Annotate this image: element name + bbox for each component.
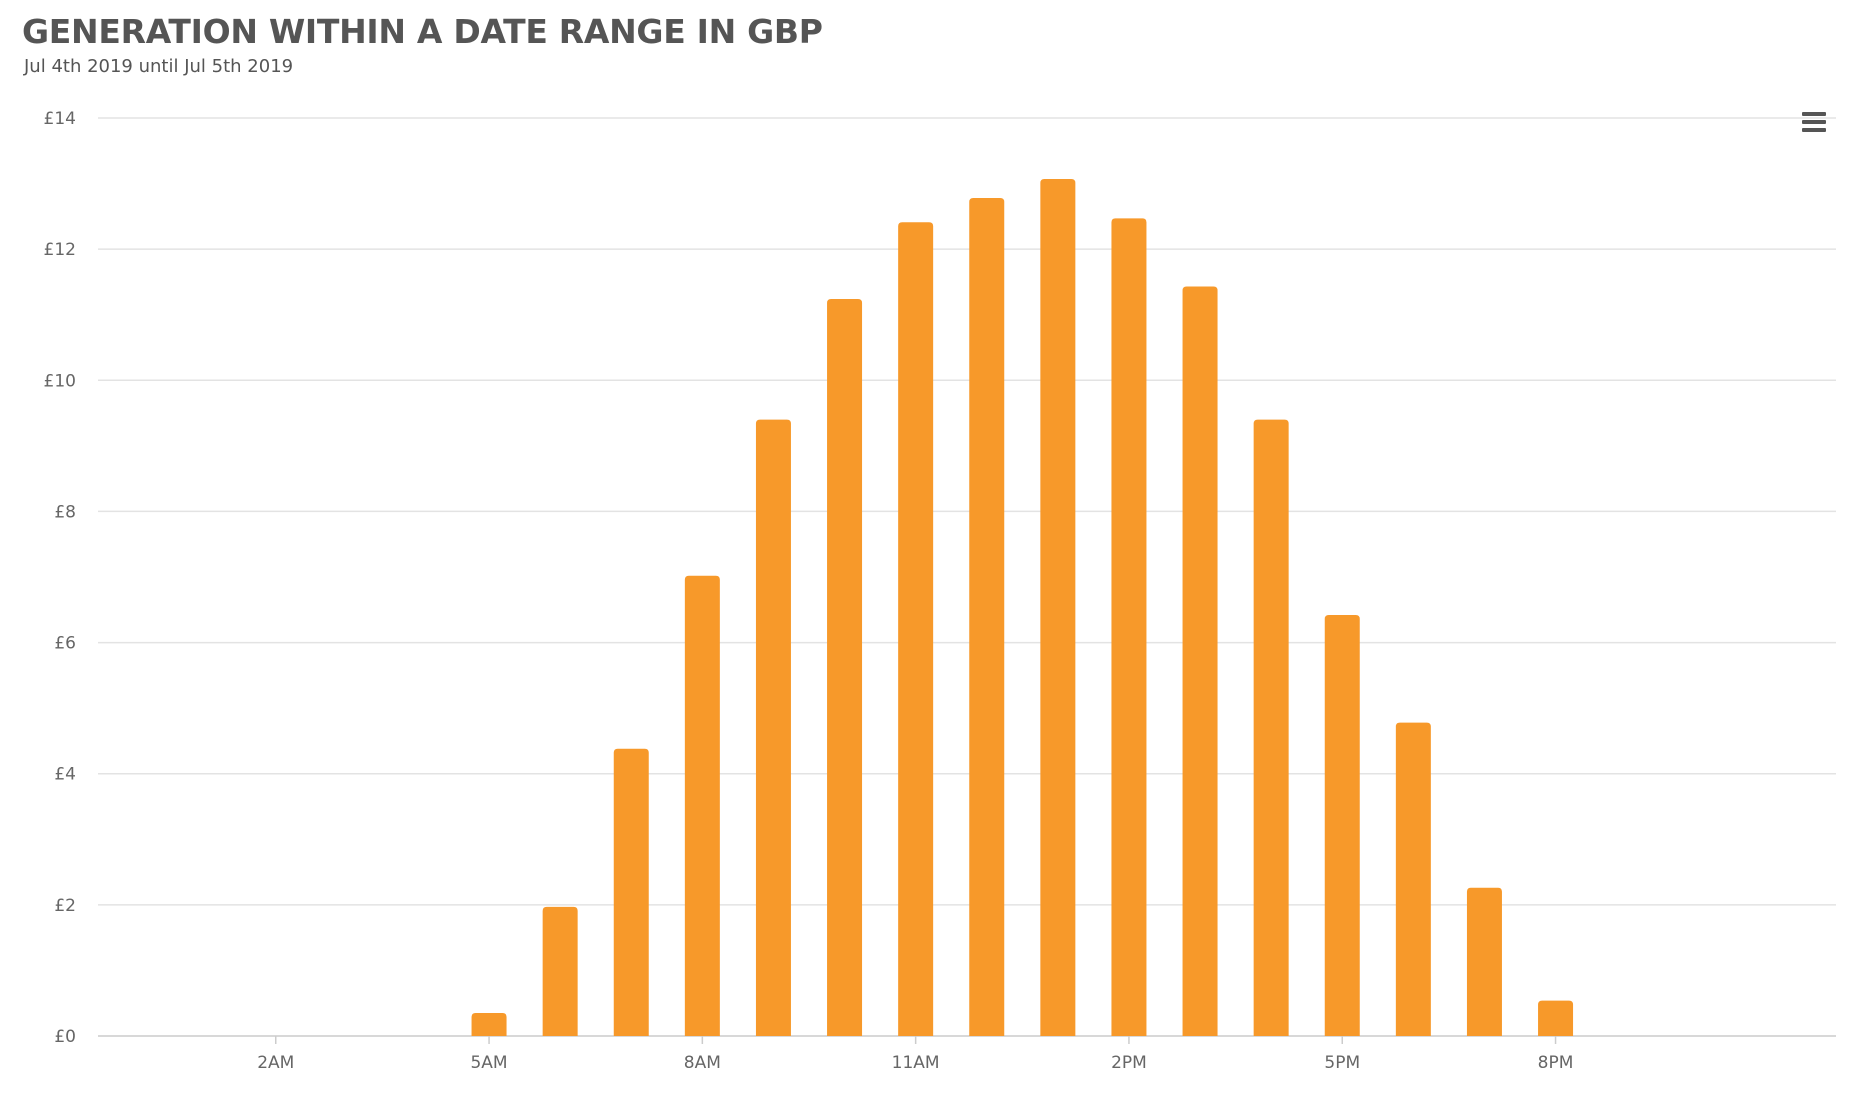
x-tick-label: 5AM [470, 1053, 507, 1073]
x-tick-label: 8PM [1538, 1053, 1574, 1073]
bar-4pm[interactable] [1253, 419, 1289, 1037]
bar-1pm[interactable] [1040, 178, 1076, 1036]
bar-5am[interactable] [471, 1013, 507, 1036]
y-tick-label: £14 [44, 109, 76, 129]
chart-title: GENERATION WITHIN A DATE RANGE IN GBP [22, 12, 823, 51]
x-tick-label: 8AM [684, 1053, 721, 1073]
x-tick-label: 11AM [892, 1053, 940, 1073]
bar-8pm[interactable] [1538, 1000, 1574, 1036]
bar-6pm[interactable] [1395, 722, 1431, 1036]
x-tick-label: 2AM [257, 1053, 294, 1073]
bar-7am[interactable] [613, 748, 649, 1036]
bar-5pm[interactable] [1324, 615, 1360, 1036]
menu-line [1802, 120, 1826, 124]
menu-line [1802, 128, 1826, 132]
chart-subtitle: Jul 4th 2019 until Jul 5th 2019 [24, 56, 294, 77]
menu-line [1802, 112, 1826, 116]
grid-lines [98, 117, 1836, 1037]
bar-12pm[interactable] [969, 197, 1005, 1037]
bar-7pm[interactable] [1466, 887, 1502, 1036]
hamburger-menu-icon[interactable] [1798, 106, 1830, 138]
x-tick-label: 5PM [1324, 1053, 1360, 1073]
bar-2pm[interactable] [1111, 218, 1147, 1036]
y-tick-label: £0 [54, 1027, 76, 1047]
y-tick-label: £6 [54, 634, 76, 654]
y-tick-label: £10 [44, 371, 76, 391]
x-tick-label: 2PM [1111, 1053, 1147, 1073]
bar-10am[interactable] [827, 298, 863, 1036]
y-tick-label: £12 [44, 240, 76, 260]
y-tick-label: £2 [54, 896, 76, 916]
axes: £0 £2 £4 £6 £8 £10 £12 £14 2AM 5AM 8AM 11AM 2PM 5PM 8P… [44, 109, 1574, 1073]
bars [471, 178, 1574, 1037]
bar-11am[interactable] [898, 222, 934, 1037]
y-tick-label: £8 [54, 502, 76, 522]
bar-8am[interactable] [684, 575, 720, 1036]
y-tick-label: £4 [54, 765, 76, 785]
bar-6am[interactable] [542, 906, 578, 1036]
bar-9am[interactable] [755, 419, 791, 1037]
bar-3pm[interactable] [1182, 286, 1218, 1037]
